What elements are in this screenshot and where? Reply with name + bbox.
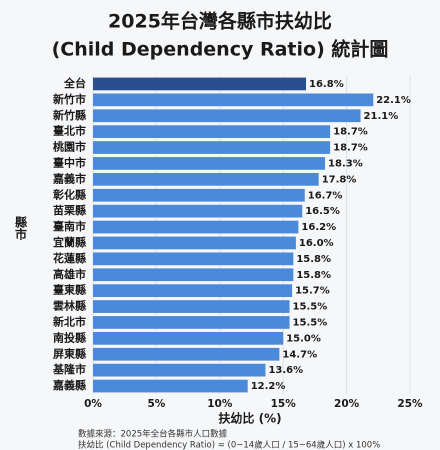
- y-tick-label: 臺南市: [53, 219, 86, 233]
- y-tick-label: 基隆市: [52, 362, 86, 376]
- value-label: 15.8%: [296, 254, 331, 265]
- bar: [93, 220, 299, 234]
- x-tick-label: 10%: [207, 398, 233, 410]
- y-tick-label: 雲林縣: [53, 299, 86, 313]
- bar: [93, 141, 331, 154]
- value-label: 16.2%: [301, 222, 336, 233]
- value-label: 22.1%: [376, 95, 411, 106]
- value-label: 13.6%: [268, 365, 303, 376]
- y-tick-label: 新北市: [53, 314, 86, 328]
- value-label: 14.7%: [282, 349, 317, 360]
- value-label: 17.8%: [322, 174, 357, 185]
- y-tick-label: 屏東縣: [53, 346, 86, 360]
- bar: [93, 284, 293, 298]
- bar: [93, 252, 294, 266]
- chart-title: (Child Dependency Ratio) 統計圖: [52, 38, 389, 61]
- value-label: 15.8%: [296, 270, 331, 281]
- chart-title: 2025年台灣各縣市扶幼比: [108, 10, 332, 33]
- bar: [93, 125, 331, 139]
- y-tick-label: 花蓮縣: [53, 251, 86, 265]
- x-tick-label: 5%: [147, 398, 165, 410]
- y-tick-label: 全台: [63, 76, 86, 90]
- y-tick-label: 彰化縣: [53, 187, 86, 201]
- value-label: 15.5%: [293, 317, 328, 328]
- y-tick-label: 嘉義市: [52, 171, 86, 185]
- value-label: 18.3%: [328, 158, 363, 169]
- y-tick-label: 宜蘭縣: [53, 235, 86, 249]
- value-label: 16.8%: [309, 79, 344, 90]
- bar: [93, 109, 361, 123]
- bar: [93, 157, 326, 170]
- footnote: 扶幼比 (Child Dependency Ratio) = (0~14歲人口 …: [78, 440, 380, 450]
- y-tick-label: 嘉義縣: [52, 378, 86, 392]
- y-tick-label: 臺中市: [53, 155, 86, 169]
- value-label: 15.5%: [293, 302, 328, 313]
- y-tick-label: 高雄市: [53, 267, 86, 281]
- x-tick-label: 25%: [397, 398, 423, 410]
- y-tick-label: 新竹市: [53, 92, 86, 106]
- x-axis-label: 扶幼比 (%): [218, 411, 281, 426]
- bar: [93, 363, 266, 377]
- x-tick-label: 15%: [271, 398, 297, 410]
- bar: [93, 300, 290, 313]
- value-label: 15.0%: [286, 333, 321, 344]
- value-label: 18.7%: [333, 127, 368, 138]
- value-label: 21.1%: [364, 111, 399, 122]
- value-label: 16.7%: [308, 190, 343, 201]
- y-tick-label: 南投縣: [53, 330, 86, 344]
- bar: [93, 204, 303, 218]
- bar: [93, 188, 305, 202]
- value-label: 16.5%: [305, 206, 340, 217]
- y-tick-label: 桃園市: [53, 140, 86, 154]
- y-tick-label: 臺北市: [53, 124, 86, 138]
- value-label: 12.2%: [251, 381, 286, 392]
- value-label: 16.0%: [299, 238, 334, 249]
- footnote: 數據來源：2025年全台各縣市人口數據: [78, 429, 228, 440]
- x-tick-label: 20%: [334, 398, 360, 410]
- bar: [93, 268, 294, 282]
- bar: [93, 331, 284, 345]
- bar: [93, 172, 319, 186]
- y-tick-label: 臺東縣: [53, 283, 86, 297]
- y-tick-label: 新竹縣: [53, 108, 86, 122]
- bar: [93, 347, 280, 361]
- bar: [93, 379, 248, 393]
- bar: [93, 93, 374, 107]
- x-tick-label: 0%: [84, 398, 102, 410]
- bar: [93, 77, 307, 91]
- bar: [93, 316, 290, 329]
- value-label: 15.7%: [295, 286, 330, 297]
- y-tick-label: 苗栗縣: [53, 203, 86, 217]
- y-axis-label: 縣市: [14, 215, 28, 241]
- value-label: 18.7%: [333, 143, 368, 154]
- bar: [93, 236, 296, 250]
